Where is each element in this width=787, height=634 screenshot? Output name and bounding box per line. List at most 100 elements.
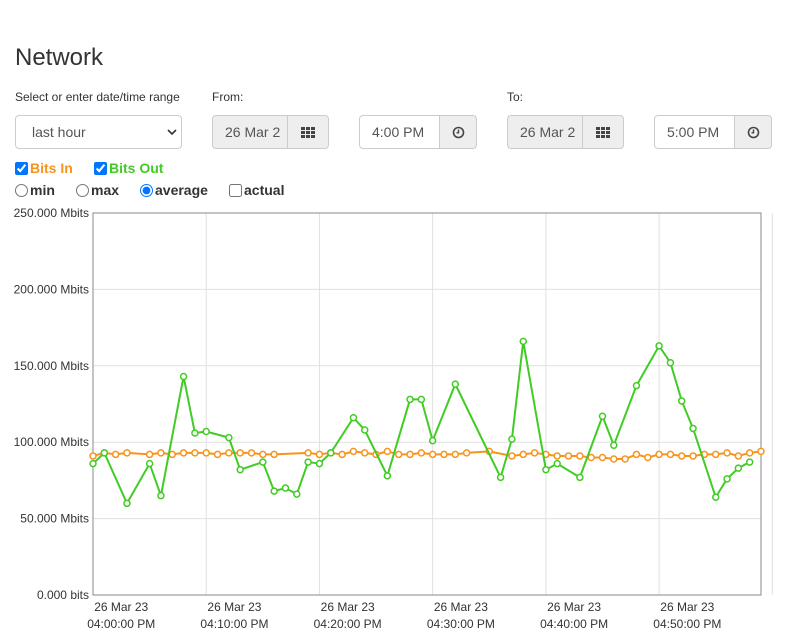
- bits-out-point[interactable]: [293, 490, 301, 498]
- bits-out-point[interactable]: [598, 412, 607, 420]
- bits-out-point[interactable]: [451, 380, 460, 388]
- bits-out-point[interactable]: [225, 433, 233, 442]
- bits-in-point[interactable]: [734, 452, 743, 460]
- range-select[interactable]: last hour: [15, 115, 182, 149]
- bits-out-point[interactable]: [270, 487, 278, 495]
- bits-in-point[interactable]: [655, 450, 663, 459]
- bits-out-point[interactable]: [711, 493, 720, 501]
- bits-out-point[interactable]: [745, 458, 754, 466]
- mode-max-radio[interactable]: [76, 184, 89, 197]
- bits-out-point[interactable]: [349, 414, 358, 422]
- bits-out-point[interactable]: [655, 342, 663, 350]
- to-time-input[interactable]: 5:00 PM: [654, 115, 735, 149]
- bits-out-point[interactable]: [542, 465, 550, 474]
- bits-in-point[interactable]: [236, 449, 244, 457]
- bits-out-point[interactable]: [576, 473, 584, 482]
- bits-in-point[interactable]: [428, 450, 437, 459]
- bits-in-point[interactable]: [247, 449, 256, 457]
- bits-in-point[interactable]: [745, 449, 754, 457]
- mode-actual-checkbox[interactable]: [229, 184, 242, 197]
- to-date-input[interactable]: 26 Mar 2: [507, 115, 583, 149]
- bits-in-point[interactable]: [270, 450, 278, 459]
- bits-in-point[interactable]: [225, 449, 233, 457]
- bits-out-point[interactable]: [281, 484, 290, 492]
- from-date-input[interactable]: 26 Mar 2: [212, 115, 288, 149]
- bits-out-point[interactable]: [123, 499, 131, 508]
- bits-out-toggle[interactable]: Bits Out: [94, 160, 163, 176]
- bits-in-point[interactable]: [213, 450, 222, 459]
- bits-in-point[interactable]: [462, 449, 471, 457]
- bits-out-point[interactable]: [553, 459, 561, 468]
- bits-out-point[interactable]: [677, 397, 686, 405]
- bits-out-point[interactable]: [666, 358, 675, 367]
- bits-out-point[interactable]: [145, 459, 154, 468]
- to-date-picker-button[interactable]: [582, 115, 624, 149]
- bits-out-point[interactable]: [632, 381, 641, 390]
- bits-in-point[interactable]: [338, 450, 346, 459]
- bits-in-point[interactable]: [689, 452, 697, 460]
- bits-in-point[interactable]: [610, 455, 618, 463]
- bits-out-point[interactable]: [236, 465, 244, 474]
- mode-min-radio[interactable]: [15, 184, 28, 197]
- bits-in-point[interactable]: [553, 452, 561, 460]
- bits-in-point[interactable]: [349, 447, 358, 456]
- from-date-picker-button[interactable]: [287, 115, 329, 149]
- mode-average-radio[interactable]: [140, 184, 153, 197]
- bits-in-point[interactable]: [157, 449, 165, 457]
- bits-out-point[interactable]: [689, 424, 697, 433]
- mode-min[interactable]: min: [15, 182, 55, 198]
- bits-in-point[interactable]: [191, 449, 199, 457]
- bits-in-point[interactable]: [757, 447, 765, 456]
- bits-in-point[interactable]: [123, 449, 131, 457]
- bits-out-point[interactable]: [202, 427, 210, 436]
- bits-in-point[interactable]: [677, 452, 686, 460]
- bits-out-point[interactable]: [383, 472, 392, 480]
- bits-in-checkbox[interactable]: [15, 162, 28, 175]
- bits-out-point[interactable]: [327, 449, 335, 457]
- from-time-picker-button[interactable]: [439, 115, 477, 149]
- bits-out-point[interactable]: [179, 372, 188, 381]
- bits-in-point[interactable]: [304, 449, 312, 457]
- bits-in-point[interactable]: [360, 449, 369, 457]
- bits-in-point[interactable]: [621, 455, 629, 463]
- bits-out-point[interactable]: [496, 473, 505, 482]
- bits-in-point[interactable]: [406, 450, 414, 459]
- bits-out-point[interactable]: [259, 458, 267, 466]
- bits-out-point[interactable]: [723, 475, 731, 483]
- to-time-picker-button[interactable]: [734, 115, 772, 149]
- bits-out-point[interactable]: [417, 395, 426, 404]
- bits-in-point[interactable]: [111, 450, 120, 459]
- bits-out-point[interactable]: [519, 337, 527, 346]
- bits-in-point[interactable]: [666, 450, 675, 459]
- bits-out-point[interactable]: [157, 491, 165, 500]
- bits-out-point[interactable]: [734, 464, 743, 472]
- bits-out-point[interactable]: [89, 459, 97, 468]
- bits-in-point[interactable]: [89, 452, 97, 460]
- mode-max[interactable]: max: [76, 182, 119, 198]
- bits-in-point[interactable]: [723, 449, 731, 457]
- bits-out-point[interactable]: [100, 449, 109, 457]
- bits-in-point[interactable]: [530, 449, 539, 457]
- bits-in-toggle[interactable]: Bits In: [15, 160, 73, 176]
- bits-out-point[interactable]: [304, 458, 312, 466]
- bits-in-point[interactable]: [519, 450, 527, 459]
- bits-in-point[interactable]: [598, 453, 607, 462]
- mode-average[interactable]: average: [140, 182, 208, 198]
- bits-in-point[interactable]: [383, 447, 392, 456]
- bits-out-point[interactable]: [508, 435, 516, 443]
- bits-in-point[interactable]: [179, 449, 188, 457]
- bits-in-point[interactable]: [315, 450, 324, 459]
- bits-in-point[interactable]: [394, 450, 403, 459]
- bits-out-point[interactable]: [406, 395, 414, 404]
- bits-in-point[interactable]: [451, 450, 460, 459]
- bits-out-point[interactable]: [610, 441, 618, 450]
- bits-in-point[interactable]: [632, 450, 641, 459]
- bits-out-point[interactable]: [315, 459, 324, 468]
- bits-out-point[interactable]: [428, 436, 437, 445]
- bits-in-point[interactable]: [564, 452, 573, 460]
- bits-in-point[interactable]: [417, 449, 426, 457]
- bits-out-point[interactable]: [191, 429, 199, 437]
- bits-in-point[interactable]: [644, 453, 652, 462]
- mode-actual[interactable]: actual: [229, 182, 284, 198]
- bits-out-point[interactable]: [360, 426, 369, 434]
